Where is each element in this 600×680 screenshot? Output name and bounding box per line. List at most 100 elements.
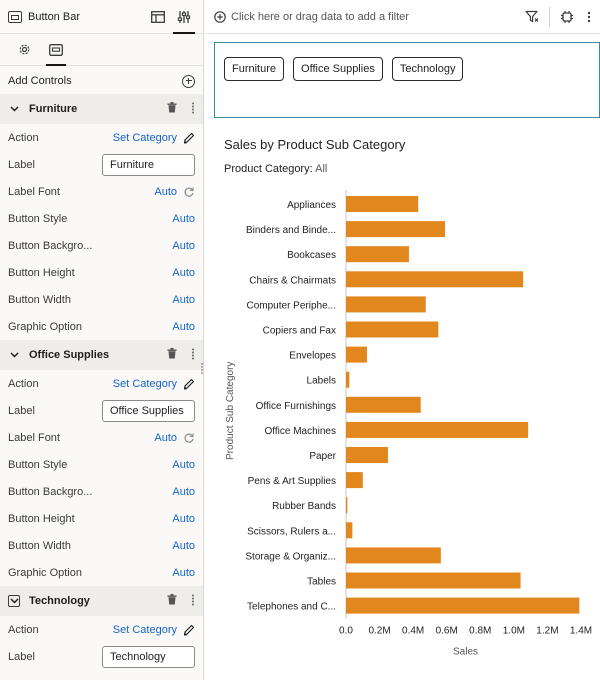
bar-chart[interactable]: Appliances Binders and Binde... Bookcases C… [205, 180, 600, 665]
property-value-link[interactable]: Auto [154, 185, 177, 198]
label-input[interactable]: Office Supplies [102, 399, 195, 422]
property-row-button-width: Button Width Auto [0, 532, 203, 559]
chevron-down-icon[interactable] [8, 103, 20, 115]
chart-filter-value: All [315, 163, 328, 175]
add-controls-row: Add Controls [0, 68, 203, 94]
property-row-label-font: Label Font Auto [0, 178, 203, 205]
property-value-link[interactable]: Auto [172, 212, 195, 225]
property-value-link[interactable]: Set Category [112, 377, 177, 390]
category-button-furniture[interactable]: Furniture [224, 57, 285, 81]
property-row-button-style: Button Style Auto [0, 205, 203, 232]
property-tabs [0, 34, 203, 66]
bar[interactable] [346, 296, 426, 313]
y-axis-title: Product Sub Category [225, 362, 236, 460]
section-header-technology[interactable]: Technology [0, 586, 203, 616]
bar[interactable] [346, 472, 363, 489]
bar[interactable] [346, 547, 441, 564]
drag-handle-icon[interactable] [191, 102, 195, 117]
pencil-icon[interactable] [183, 624, 195, 636]
property-row-label-font: Label Font Auto [0, 424, 203, 451]
category-tick-label: Paper [309, 451, 336, 462]
property-value-link[interactable]: Auto [172, 485, 195, 498]
add-control-icon[interactable] [182, 74, 195, 88]
x-tick-label: 1.0M [503, 626, 525, 637]
property-row-button-backgro: Button Backgro... Auto [0, 478, 203, 505]
property-label: Button Height [8, 266, 75, 279]
filter-placeholder[interactable]: Click here or drag data to add a filter [231, 10, 409, 23]
more-options-icon[interactable] [584, 10, 594, 24]
property-row-action: Action Set Category [0, 124, 203, 151]
reset-icon[interactable] [183, 432, 195, 444]
bar[interactable] [346, 246, 409, 263]
label-input[interactable]: Technology [102, 645, 195, 668]
pencil-icon[interactable] [183, 378, 195, 390]
category-tick-label: Office Machines [264, 426, 336, 437]
trash-icon[interactable] [167, 348, 177, 362]
property-label: Button Backgro... [8, 485, 93, 498]
bar[interactable] [346, 196, 419, 212]
property-value-link[interactable]: Auto [172, 566, 195, 579]
bar[interactable] [346, 597, 580, 614]
bar[interactable] [346, 522, 353, 539]
bar[interactable] [346, 371, 350, 388]
reset-icon[interactable] [183, 186, 195, 198]
property-label: Label Font [8, 185, 60, 198]
trash-icon[interactable] [167, 102, 177, 116]
bar[interactable] [346, 221, 446, 238]
layout-toggle-button[interactable] [147, 4, 169, 30]
bar[interactable] [346, 421, 529, 438]
property-value-link[interactable]: Set Category [112, 131, 177, 144]
pencil-icon[interactable] [183, 132, 195, 144]
category-tick-label: Pens & Art Supplies [248, 476, 336, 487]
drag-handle-icon[interactable] [191, 594, 195, 609]
property-label: Label [8, 158, 35, 171]
bar[interactable] [346, 271, 524, 288]
property-value-link[interactable]: Auto [172, 293, 195, 306]
property-value-link[interactable]: Auto [172, 539, 195, 552]
property-value-link[interactable]: Auto [172, 320, 195, 333]
property-value-link[interactable]: Set Category [112, 623, 177, 636]
bar[interactable] [346, 572, 521, 589]
section-name: Furniture [29, 103, 78, 115]
data-diagnostics-icon[interactable] [560, 10, 574, 24]
property-row-label: Label Furniture [0, 151, 203, 178]
section-header-furniture[interactable]: Furniture [0, 94, 203, 124]
category-tick-label: Tables [307, 577, 336, 588]
chevron-down-icon[interactable] [8, 595, 20, 607]
panel-resize-handle[interactable] [200, 362, 204, 376]
properties-toggle-button[interactable] [173, 4, 195, 34]
property-row-label: Label Technology [0, 643, 203, 670]
property-value-link[interactable]: Auto [172, 266, 195, 279]
filter-funnel-icon[interactable] [525, 10, 539, 23]
property-label: Button Height [8, 512, 75, 525]
label-input[interactable]: Furniture [102, 153, 195, 176]
bar[interactable] [346, 346, 367, 363]
property-value-link[interactable]: Auto [154, 431, 177, 444]
bar[interactable] [346, 396, 421, 413]
chevron-down-icon[interactable] [8, 349, 20, 361]
button-bar-canvas[interactable]: Furniture Office Supplies Technology [214, 42, 600, 118]
trash-icon[interactable] [167, 594, 177, 608]
bar[interactable] [346, 447, 388, 463]
section-header-office-supplies[interactable]: Office Supplies [0, 340, 203, 370]
bar[interactable] [346, 497, 348, 514]
tab-general[interactable] [10, 36, 38, 64]
property-value-link[interactable]: Auto [172, 512, 195, 525]
panel-header: Button Bar [0, 0, 203, 34]
drag-handle-icon[interactable] [191, 348, 195, 363]
property-row-button-backgro: Button Backgro... Auto [0, 232, 203, 259]
tab-buttons[interactable] [42, 36, 70, 66]
x-tick-label: 0.8M [469, 626, 491, 637]
property-label: Graphic Option [8, 320, 82, 333]
property-label: Label [8, 404, 35, 417]
category-tick-label: Copiers and Fax [263, 326, 336, 337]
bar[interactable] [346, 321, 439, 338]
property-value-link[interactable]: Auto [172, 239, 195, 252]
section-name: Office Supplies [29, 349, 110, 361]
add-filter-icon[interactable] [214, 10, 226, 23]
category-button-office-supplies[interactable]: Office Supplies [293, 57, 383, 81]
filter-bar[interactable]: Click here or drag data to add a filter [205, 0, 600, 34]
category-button-technology[interactable]: Technology [391, 57, 464, 81]
property-value-link[interactable]: Auto [172, 458, 195, 471]
button-bar-icon [8, 10, 22, 23]
